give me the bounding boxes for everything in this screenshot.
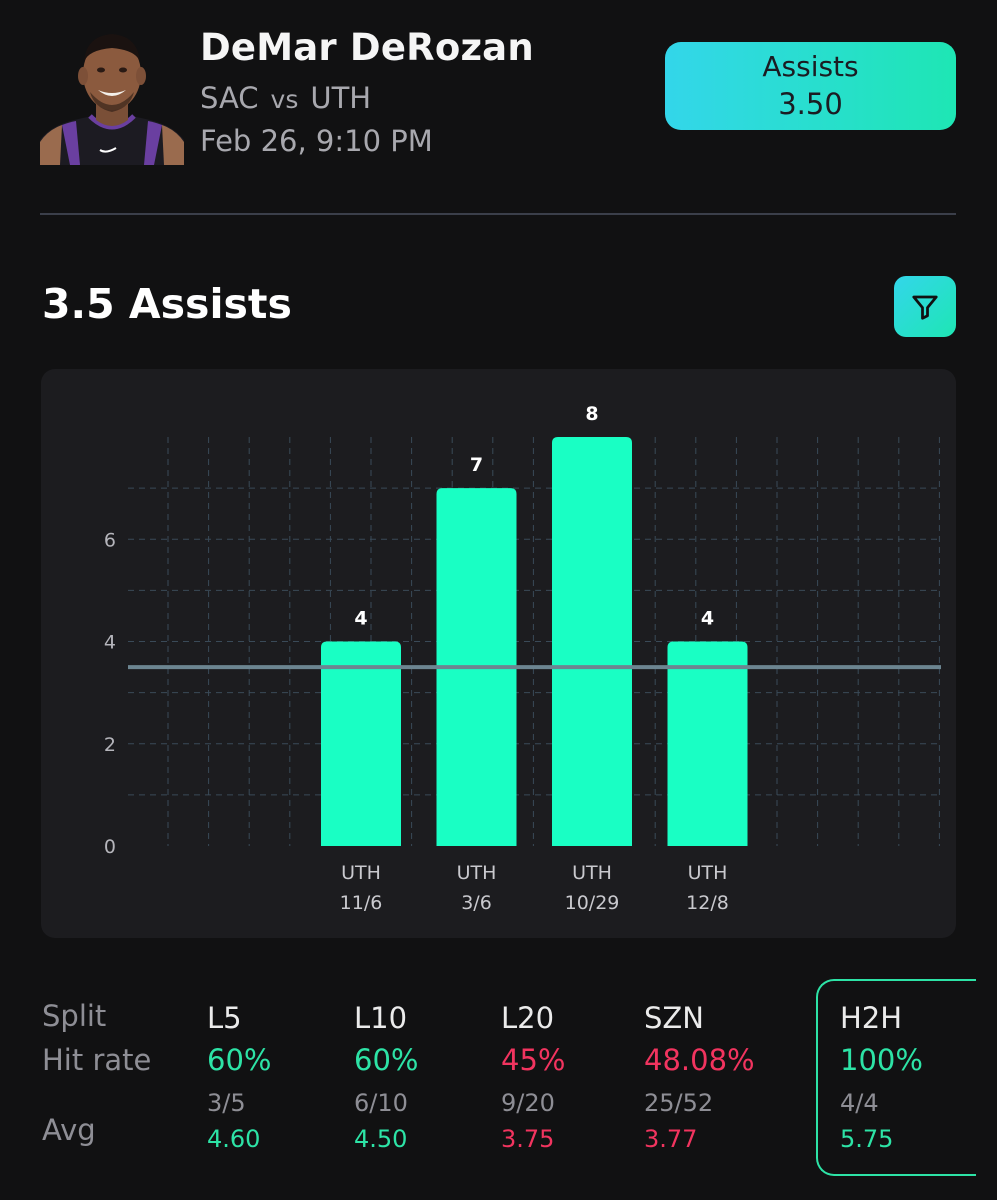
hit-fraction-value: 9/20 — [501, 1089, 555, 1117]
split-h2h-label: H2H — [840, 1001, 903, 1035]
y-tick-label: 4 — [104, 632, 116, 654]
avg-value: 3.77 — [644, 1125, 698, 1153]
hit-rate-value: 45% — [501, 1043, 566, 1077]
player-avatar — [40, 22, 184, 165]
hit-fraction-value: 6/10 — [354, 1089, 408, 1117]
x-tick-label: UTH — [457, 862, 497, 884]
matchup: SAC vs UTH — [200, 81, 371, 115]
bar-value-label: 4 — [701, 608, 714, 630]
game-time: Feb 26, 9:10 PM — [200, 124, 433, 158]
hit-rate-value: 100% — [840, 1043, 923, 1077]
opponent-name: UTH — [310, 81, 372, 115]
avg-value: 4.60 — [207, 1125, 261, 1153]
h2h-selected-box[interactable] — [816, 979, 976, 1176]
y-tick-label: 2 — [104, 734, 116, 756]
prop-line-value: 3.50 — [778, 87, 843, 121]
prop-line-card[interactable]: Assists 3.50 — [665, 42, 956, 130]
y-tick-label: 6 — [104, 529, 116, 551]
assists-bar-chart: 0 2 4 6 4 UTH 11/6 7 UTH 3/6 8 UTH 10/29 4 UTH 12/8 — [104, 403, 941, 914]
hit-rate-value: 60% — [354, 1043, 419, 1077]
chart-card: 0 2 4 6 4 UTH 11/6 7 UTH 3/6 8 UTH 10/29 4 UTH 12/8 — [41, 369, 956, 938]
x-tick-label: UTH — [688, 862, 728, 884]
split-szn-label: SZN — [644, 1001, 704, 1035]
hit-rate-row-label: Hit rate — [42, 1043, 152, 1077]
divider — [40, 213, 956, 215]
bar-value-label: 7 — [470, 454, 483, 476]
split-l20-label: L20 — [501, 1001, 555, 1035]
avg-row-label: Avg — [42, 1113, 96, 1147]
x-tick-label: 12/8 — [686, 892, 729, 914]
hit-rate-value: 48.08% — [644, 1043, 755, 1077]
filter-button[interactable] — [894, 276, 956, 337]
hit-fraction-value: 25/52 — [644, 1089, 714, 1117]
split-l10-label: L10 — [354, 1001, 408, 1035]
bar-value-label: 4 — [354, 608, 367, 630]
split-l5-label: L5 — [207, 1001, 242, 1035]
hit-fraction-value: 4/4 — [840, 1089, 879, 1117]
bar — [321, 641, 401, 846]
x-tick-label: UTH — [572, 862, 612, 884]
player-name: DeMar DeRozan — [200, 26, 534, 69]
vs-label: vs — [270, 85, 299, 114]
x-tick-label: 11/6 — [340, 892, 383, 914]
filter-icon — [912, 295, 938, 320]
bar — [667, 641, 748, 846]
hit-rate-value: 60% — [207, 1043, 272, 1077]
team-name: SAC — [200, 81, 259, 115]
avg-value: 5.75 — [840, 1125, 894, 1153]
hit-fraction-value: 3/5 — [207, 1089, 246, 1117]
x-tick-label: UTH — [341, 862, 381, 884]
bar — [552, 437, 632, 846]
bar-value-label: 8 — [585, 403, 598, 425]
avg-value: 4.50 — [354, 1125, 408, 1153]
avg-value: 3.75 — [501, 1125, 555, 1153]
section-title: 3.5 Assists — [42, 280, 292, 328]
x-tick-label: 10/29 — [565, 892, 620, 914]
split-row-label: Split — [42, 999, 107, 1033]
y-tick-label: 0 — [104, 836, 116, 858]
x-tick-label: 3/6 — [461, 892, 492, 914]
prop-stat-label: Assists — [762, 50, 859, 83]
